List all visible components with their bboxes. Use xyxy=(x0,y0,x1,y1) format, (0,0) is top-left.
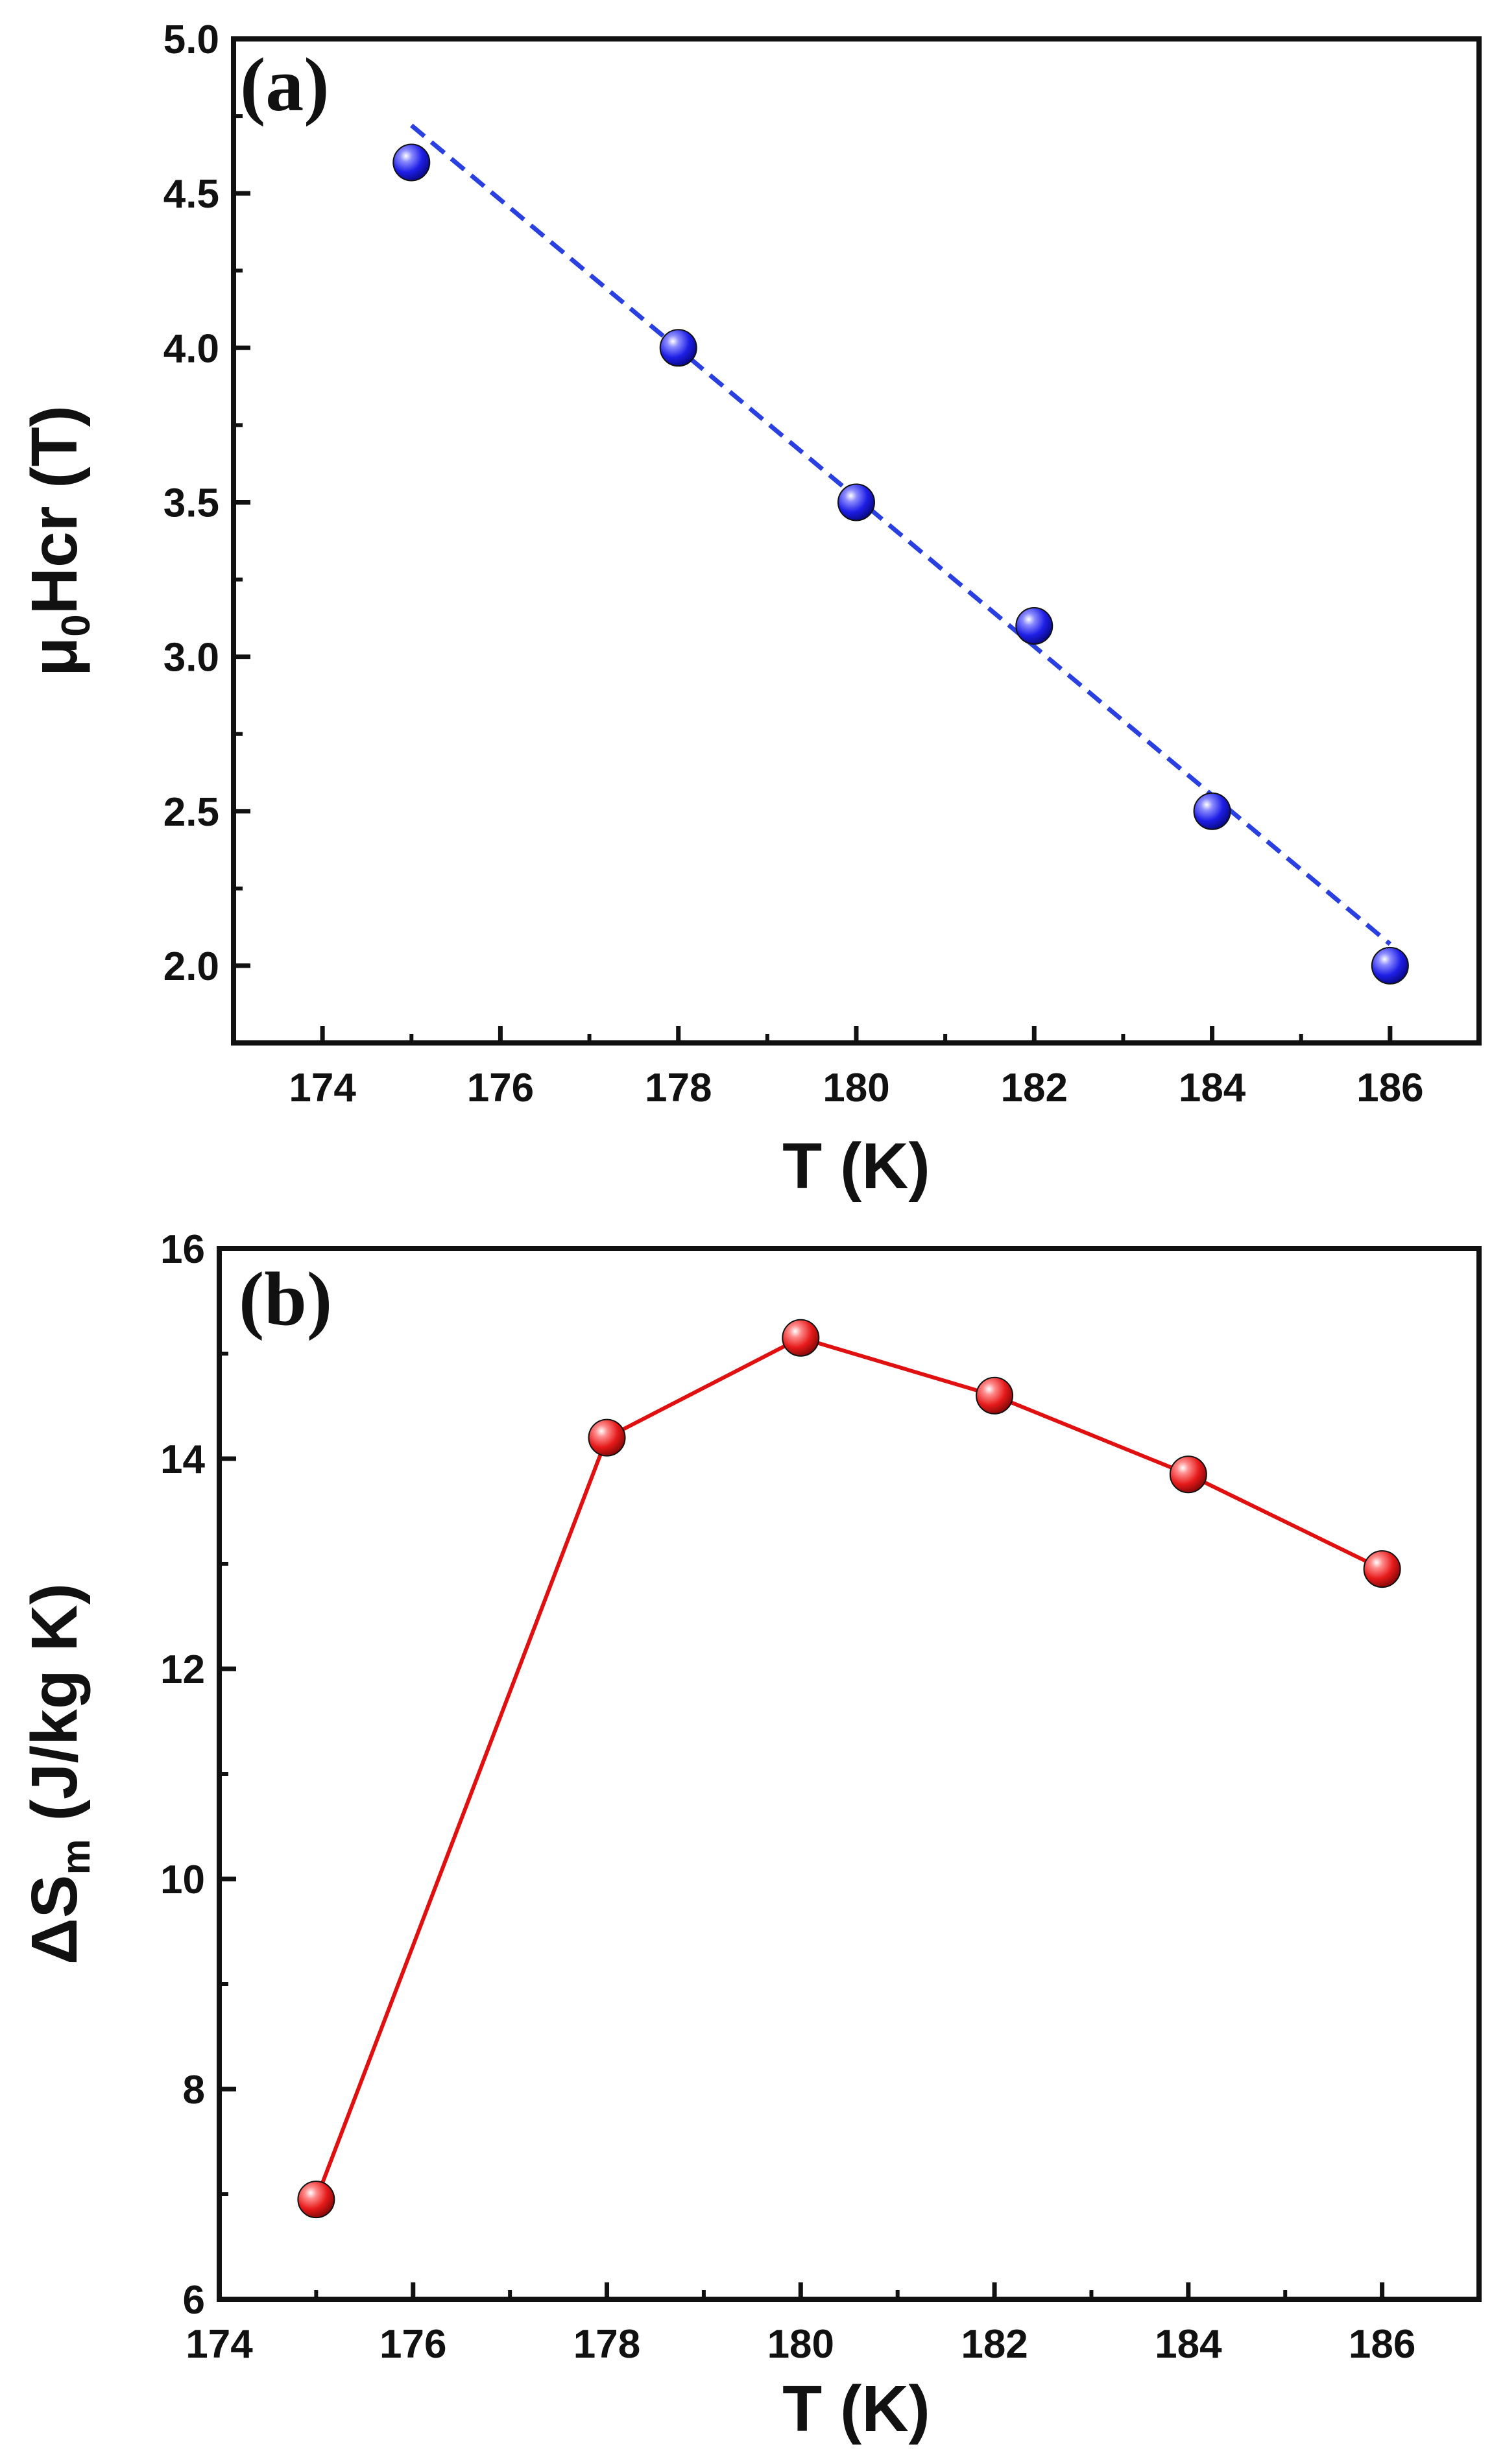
y-tick-label: 8 xyxy=(183,2068,205,2112)
y-tick-label: 10 xyxy=(160,1858,205,1902)
x-tick-label: 176 xyxy=(379,2322,446,2367)
x-ticks-a: 174 176 178 180 182 184 186 xyxy=(289,1026,1424,1110)
y-ticks-b: 6 8 10 12 14 16 xyxy=(160,1227,236,2323)
data-points-b xyxy=(297,1319,1401,2219)
x-tick-label: 176 xyxy=(467,1066,534,1110)
y-tick-label: 2.0 xyxy=(163,944,219,989)
y-axis-title-b-post: (J/kg K) xyxy=(18,1583,91,1839)
panel-label-a: (a) xyxy=(240,42,330,127)
data-point xyxy=(297,2181,335,2219)
data-point xyxy=(976,1376,1014,1415)
x-tick-label: 186 xyxy=(1349,2322,1415,2367)
fit-line xyxy=(410,123,1392,946)
data-point xyxy=(1169,1455,1207,1494)
y-tick-label: 6 xyxy=(183,2278,205,2323)
x-tick-label: 184 xyxy=(1155,2322,1222,2367)
y-tick-label: 5.0 xyxy=(163,18,219,62)
y-tick-label: 14 xyxy=(160,1437,205,1482)
data-point xyxy=(1193,792,1231,830)
x-ticks-b: 174 176 178 180 182 184 186 xyxy=(186,2282,1415,2367)
y-tick-label: 3.0 xyxy=(163,636,219,680)
y-tick-label: 2.5 xyxy=(163,790,219,835)
data-point xyxy=(659,329,697,367)
y-ticks-a: 2.0 2.5 3.0 3.5 4.0 4.5 5.0 xyxy=(163,18,250,989)
x-tick-label: 178 xyxy=(573,2322,640,2367)
y-axis-title-b: ΔSm (J/kg K) xyxy=(18,1583,99,1965)
x-tick-label: 182 xyxy=(961,2322,1028,2367)
data-point xyxy=(837,483,875,521)
data-point xyxy=(1371,946,1409,985)
panel-label-b: (b) xyxy=(239,1256,332,1341)
data-point xyxy=(392,143,431,182)
data-point xyxy=(1015,606,1053,645)
y-axis-title-b-pre: ΔS xyxy=(18,1875,91,1965)
data-point xyxy=(1363,1550,1401,1588)
plot-frame-a xyxy=(231,36,1482,1046)
x-tick-label: 174 xyxy=(186,2322,253,2367)
y-tick-label: 12 xyxy=(160,1647,205,1692)
y-axis-title-a: μ0Hcr (T) xyxy=(18,405,99,676)
x-axis-title-b: T (K) xyxy=(782,2373,930,2445)
y-tick-label: 4.0 xyxy=(163,326,219,371)
data-point xyxy=(782,1319,820,1357)
panel-a: 174 176 178 180 182 184 186 2.0 2.5 3.0 3.5 4.0 4.5… xyxy=(18,18,1482,1202)
panel-b: 174 176 178 180 182 184 186 6 8 10 12 14 16 (b) T (… xyxy=(18,1227,1482,2445)
x-tick-label: 186 xyxy=(1356,1066,1423,1110)
x-tick-label: 180 xyxy=(767,2322,834,2367)
x-axis-title-a: T (K) xyxy=(782,1130,930,1202)
x-tick-label: 182 xyxy=(1001,1066,1068,1110)
data-point xyxy=(588,1418,626,1457)
x-tick-label: 184 xyxy=(1179,1066,1246,1110)
y-axis-title-a-post: Hcr (T) xyxy=(18,405,91,614)
y-axis-title-a-pre: μ xyxy=(18,637,91,676)
y-tick-label: 4.5 xyxy=(163,172,219,217)
x-tick-label: 178 xyxy=(645,1066,712,1110)
plot-frame-b xyxy=(217,1246,1482,2302)
y-tick-label: 16 xyxy=(160,1227,205,1272)
y-axis-title-a-sub: 0 xyxy=(54,614,99,636)
y-tick-label: 3.5 xyxy=(163,481,219,525)
series-line-b xyxy=(314,1335,1383,2201)
x-tick-label: 174 xyxy=(289,1066,356,1110)
data-points-a xyxy=(392,143,1409,985)
y-axis-title-b-sub: m xyxy=(54,1839,99,1874)
x-tick-label: 180 xyxy=(823,1066,889,1110)
